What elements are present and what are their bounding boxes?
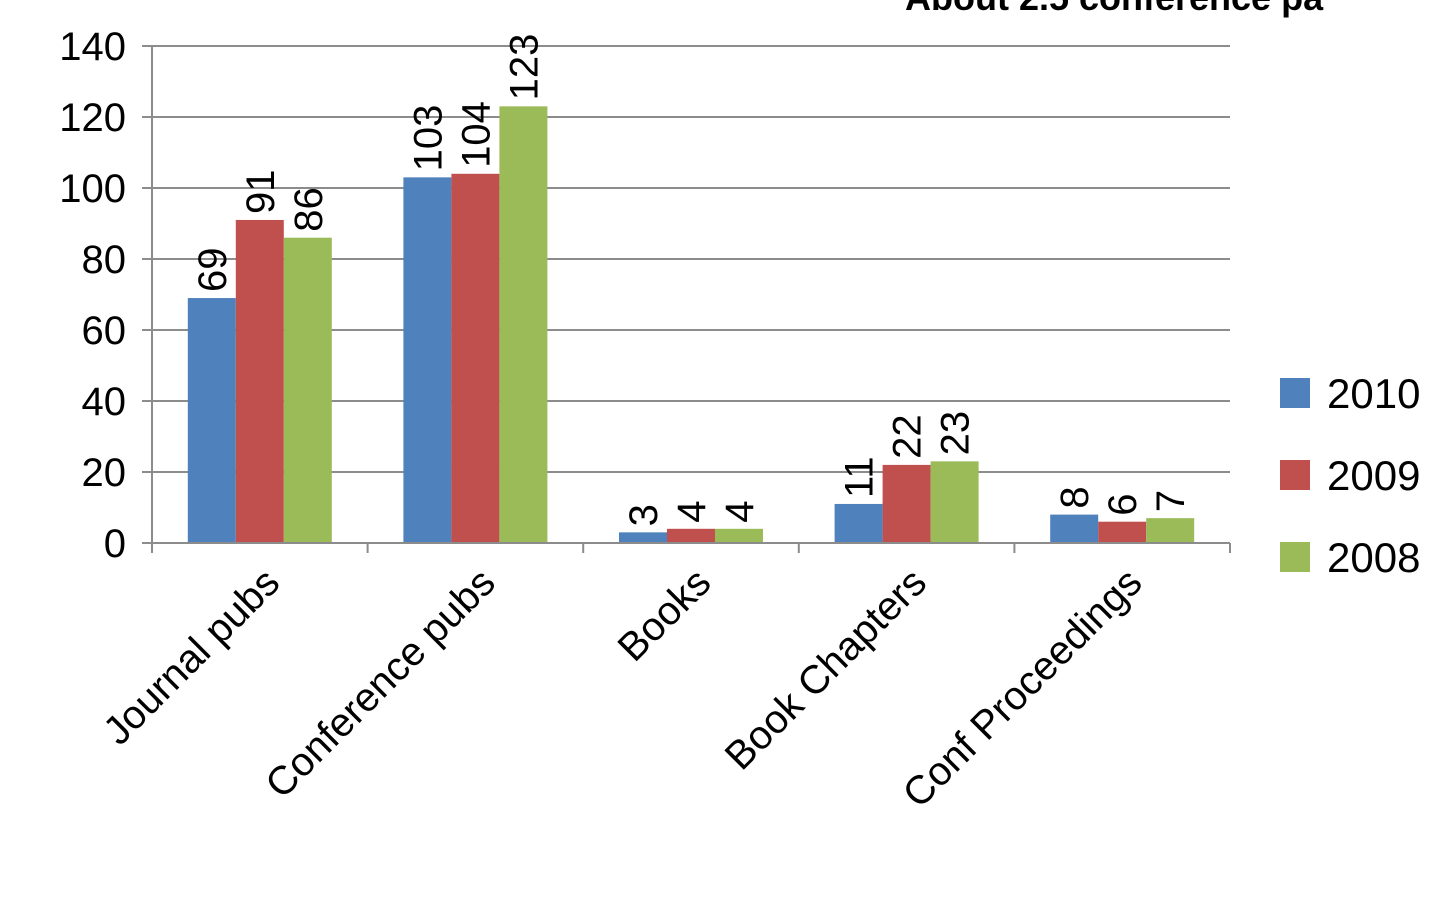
- bar: [619, 532, 667, 543]
- x-category-label: Books: [610, 560, 720, 670]
- bar: [715, 528, 763, 543]
- y-tick-label: 40: [82, 380, 127, 424]
- bar: [834, 503, 883, 543]
- legend-swatch: [1280, 460, 1310, 490]
- y-axis-tick-labels: 0 20 40 60 80 100 120 140: [59, 25, 126, 566]
- x-category-label: Book Chapters: [717, 560, 935, 778]
- data-label: 11: [838, 456, 882, 498]
- data-label: 8: [1053, 486, 1097, 508]
- legend-swatch: [1280, 542, 1310, 572]
- axes: [151, 46, 1231, 553]
- bar: [1050, 514, 1099, 543]
- bar: [1098, 521, 1147, 543]
- data-label: 3: [622, 504, 666, 526]
- legend-label: 2010: [1327, 370, 1420, 417]
- bar: [403, 177, 452, 543]
- data-label: 23: [934, 411, 978, 456]
- data-label: 6: [1101, 493, 1145, 515]
- y-tick-label: 20: [82, 451, 127, 495]
- data-label: 69: [191, 248, 235, 292]
- bar: [930, 461, 979, 543]
- legend: 2010 2009 2008: [1280, 370, 1420, 581]
- x-category-label: Journal pubs: [95, 560, 288, 753]
- data-label: 123: [502, 34, 546, 101]
- data-label: 22: [886, 414, 930, 459]
- y-tick-label: 60: [82, 309, 127, 353]
- x-category-label: Conf Proceedings: [895, 560, 1151, 816]
- bar: [1146, 518, 1195, 543]
- bar: [451, 173, 500, 544]
- chart-title: About 2.5 conference pa: [905, 0, 1324, 18]
- y-tick-label: 0: [104, 522, 126, 566]
- data-label: 86: [287, 187, 331, 232]
- bar: [187, 298, 236, 543]
- data-label: 4: [670, 501, 714, 523]
- legend-label: 2009: [1327, 452, 1420, 499]
- y-tick-label: 120: [59, 96, 126, 140]
- bar: [667, 528, 715, 543]
- y-tick-label: 100: [59, 167, 126, 211]
- data-label: 4: [718, 501, 762, 523]
- data-label: 103: [406, 105, 450, 172]
- bar: [235, 219, 284, 543]
- bar: [283, 237, 332, 543]
- bar: [882, 464, 931, 543]
- y-tick-label: 80: [82, 238, 127, 282]
- data-label: 91: [239, 169, 283, 214]
- x-category-label: Conference pubs: [257, 560, 504, 807]
- legend-label: 2008: [1327, 534, 1420, 581]
- y-tick-label: 140: [59, 25, 126, 69]
- data-label: 104: [454, 101, 498, 168]
- bar: [499, 106, 548, 543]
- data-label: 7: [1149, 490, 1193, 512]
- legend-swatch: [1280, 378, 1310, 408]
- bars: [187, 106, 1195, 544]
